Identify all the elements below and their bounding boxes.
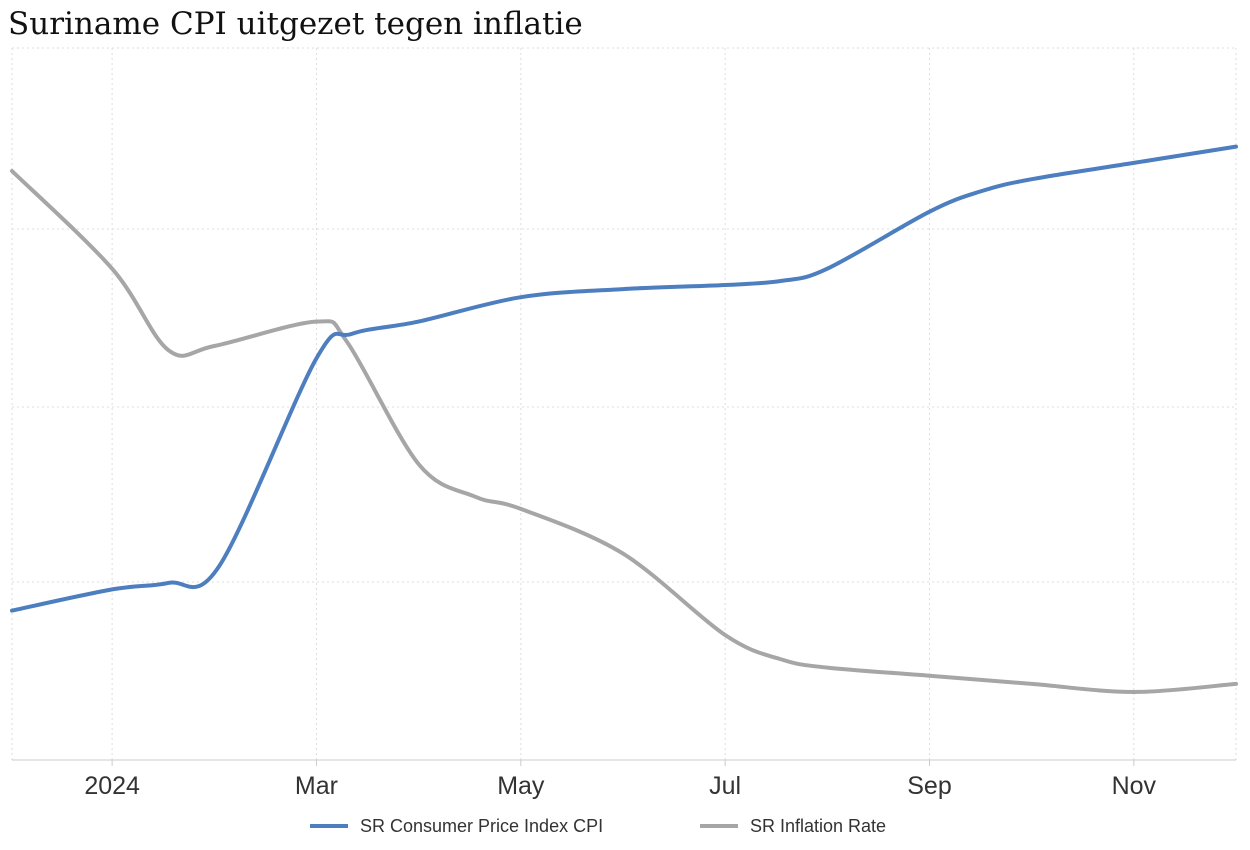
x-tick-label: 2024	[84, 772, 140, 800]
x-tick-label: Sep	[907, 772, 951, 800]
chart-title: Suriname CPI uitgezet tegen inflatie	[8, 6, 583, 42]
series-lines	[10, 144, 1238, 694]
grid	[11, 47, 1237, 760]
legend-label: SR Consumer Price Index CPI	[360, 816, 603, 836]
legend-label: SR Inflation Rate	[750, 816, 886, 836]
x-tick-label: Nov	[1112, 772, 1157, 800]
x-tick-label: May	[497, 772, 545, 800]
series-line-inflation	[10, 169, 1238, 694]
series-line-cpi	[10, 144, 1238, 613]
x-tick-label: Mar	[295, 772, 338, 800]
x-axis: 2024 Mar May Jul Sep Nov	[12, 759, 1236, 800]
x-tick-label: Jul	[709, 772, 741, 800]
legend: SR Consumer Price Index CPI SR Inflation …	[310, 816, 886, 836]
